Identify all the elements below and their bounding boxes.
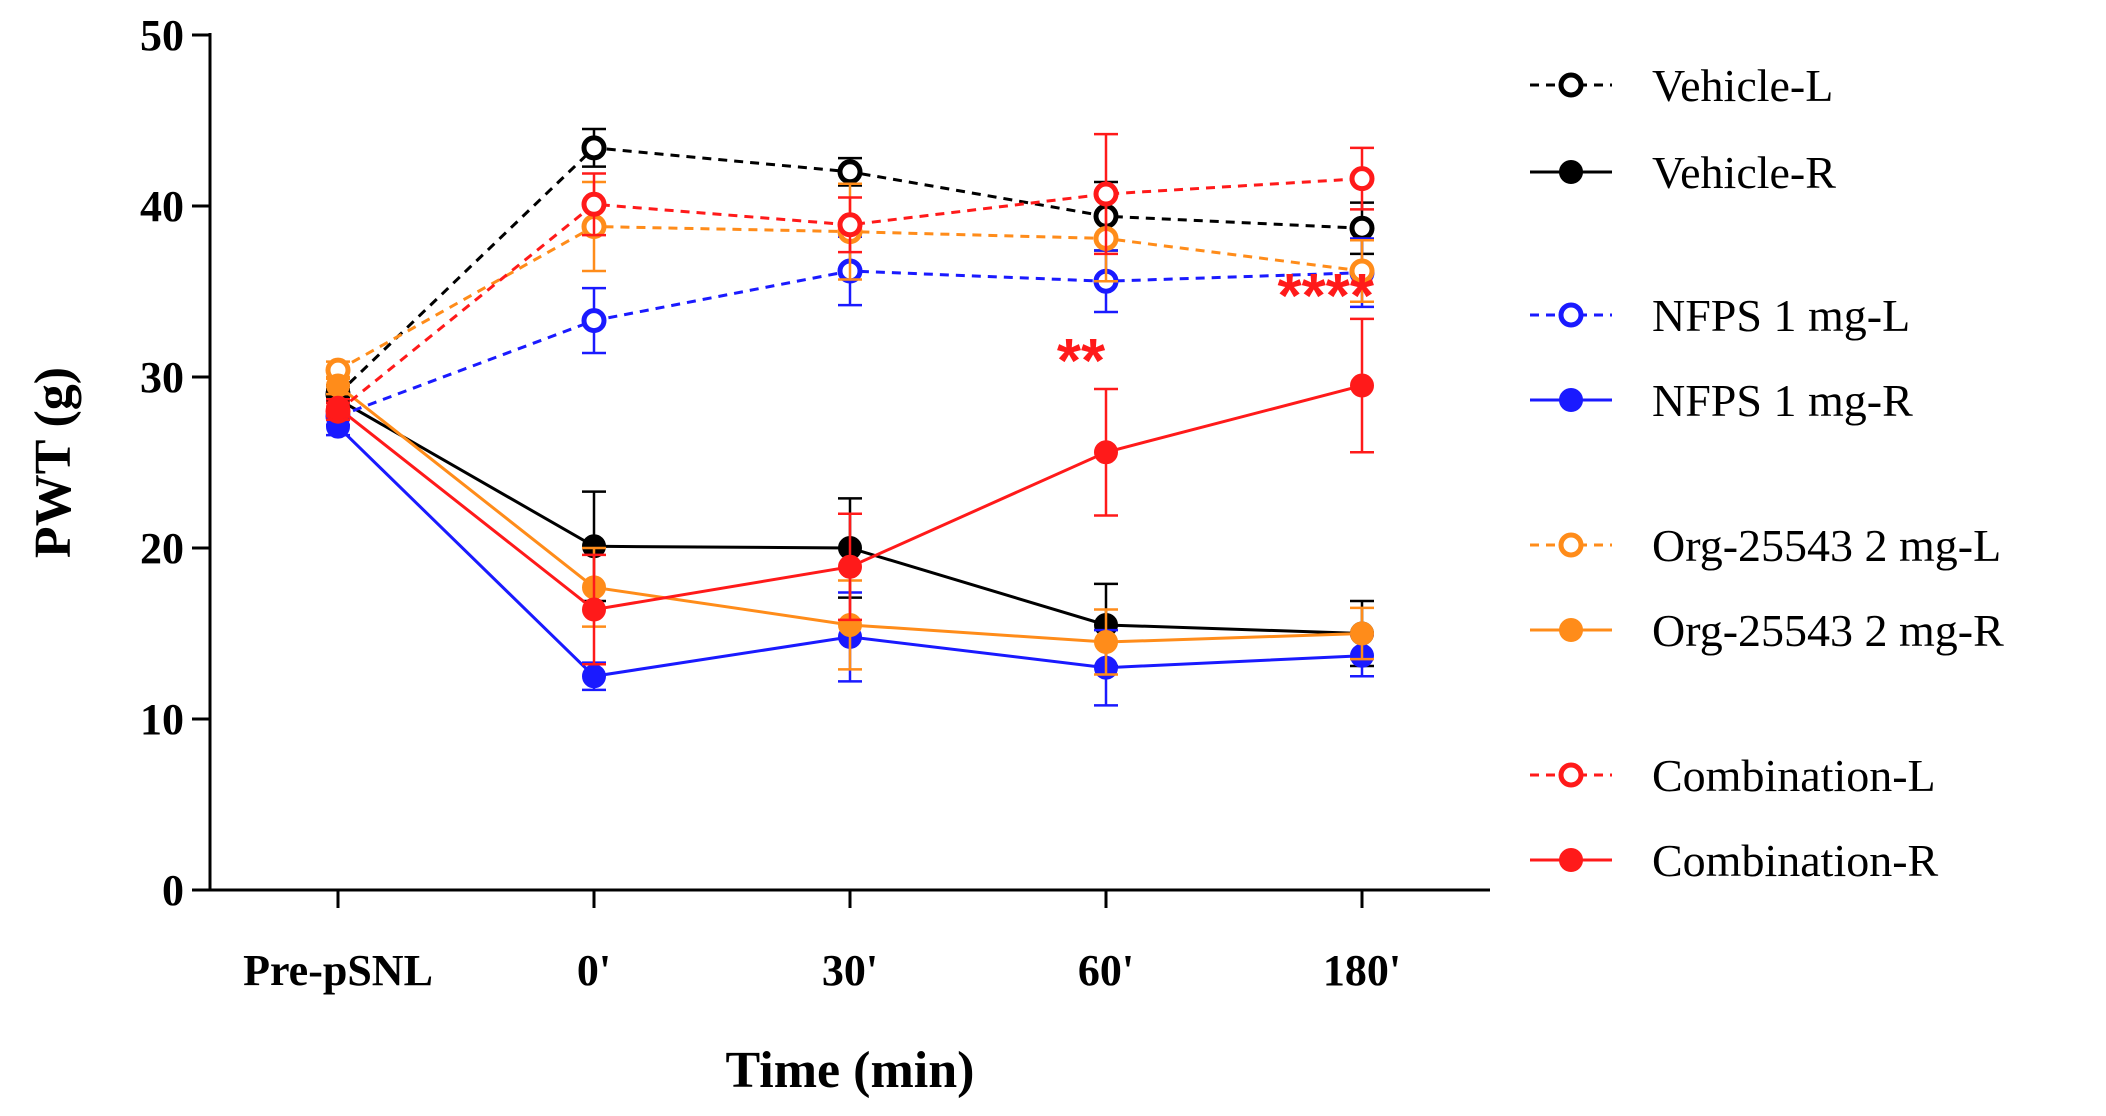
legend-item-org-25543-2-mg-l: Org-25543 2 mg-L [1530,520,2001,571]
series-group [325,127,1375,707]
legend-label: Combination-L [1652,750,1936,801]
series-combination-r [326,317,1374,666]
data-point-combination-r [1350,373,1374,398]
data-point-vehicle-l [1349,215,1375,241]
data-point-combination-l [837,212,863,238]
legend-label: Org-25543 2 mg-L [1652,520,2001,571]
legend-label: NFPS 1 mg-L [1652,290,1910,341]
data-point-combination-r [1094,440,1118,465]
data-point-org-25543-2-mg-r [1094,630,1118,655]
data-point-nfps-1-mg-r [582,664,606,689]
x-tick-label: Pre-pSNL [243,946,433,995]
data-point-vehicle-l [581,135,607,161]
legend-item-vehicle-r: Vehicle-R [1530,147,1836,198]
data-point-org-25543-2-mg-r [326,373,350,398]
legend-label: Org-25543 2 mg-R [1652,605,2004,656]
data-point-combination-l [1093,181,1119,207]
legend-item-combination-r: Combination-R [1530,835,1939,886]
legend-label: Vehicle-R [1652,147,1836,198]
data-point-org-25543-2-mg-r [1350,621,1374,646]
annotations: ****** [1057,262,1375,396]
legend-item-vehicle-l: Vehicle-L [1530,60,1833,111]
legend-marker [1558,532,1584,558]
legend-item-nfps-1-mg-r: NFPS 1 mg-R [1530,375,1913,426]
x-tick-label: 180' [1323,946,1401,995]
legend-marker [1559,848,1583,872]
y-tick-label: 50 [140,11,184,60]
legend-item-nfps-1-mg-l: NFPS 1 mg-L [1530,290,1910,341]
significance-marker: ** [1057,327,1106,396]
data-point-nfps-1-mg-l [581,308,607,334]
legend-marker [1558,302,1584,328]
series-line-combination-l [337,177,1363,413]
legend-label: Vehicle-L [1652,60,1833,111]
data-point-vehicle-l [837,159,863,185]
y-tick-label: 10 [140,695,184,744]
legend-marker [1558,72,1584,98]
data-point-combination-l [1349,166,1375,192]
legend-label: NFPS 1 mg-R [1652,375,1913,426]
legend-marker [1559,618,1583,642]
legend-item-org-25543-2-mg-r: Org-25543 2 mg-R [1530,605,2004,656]
x-tick-label: 0' [577,946,611,995]
y-axis-title: PWT (g) [25,367,82,558]
data-point-combination-r [326,395,350,420]
axes: 0 10 20 30 40 50 Pre-pSNL 0' 30' 60' 180' Time (min… [25,11,1490,1099]
x-tick-label: 60' [1078,946,1134,995]
x-tick-label: 30' [822,946,878,995]
legend: Vehicle-L Vehicle-R NFPS 1 mg-L NFPS 1 mg-R… [1530,60,2004,886]
y-tick-label: 40 [140,182,184,231]
data-point-combination-r [582,597,606,622]
data-point-combination-l [581,191,607,217]
y-tick-label: 20 [140,524,184,573]
legend-marker [1559,160,1583,184]
data-point-org-25543-2-mg-l [1349,258,1375,284]
y-tick-label: 30 [140,353,184,402]
legend-label: Combination-R [1652,835,1939,886]
data-point-combination-r [838,554,862,579]
legend-item-combination-l: Combination-L [1530,750,1936,801]
y-tick-label: 0 [162,866,184,915]
significance-marker: **** [1277,262,1374,331]
legend-marker [1559,388,1583,412]
legend-marker [1558,762,1584,788]
x-axis-title: Time (min) [726,1042,975,1099]
